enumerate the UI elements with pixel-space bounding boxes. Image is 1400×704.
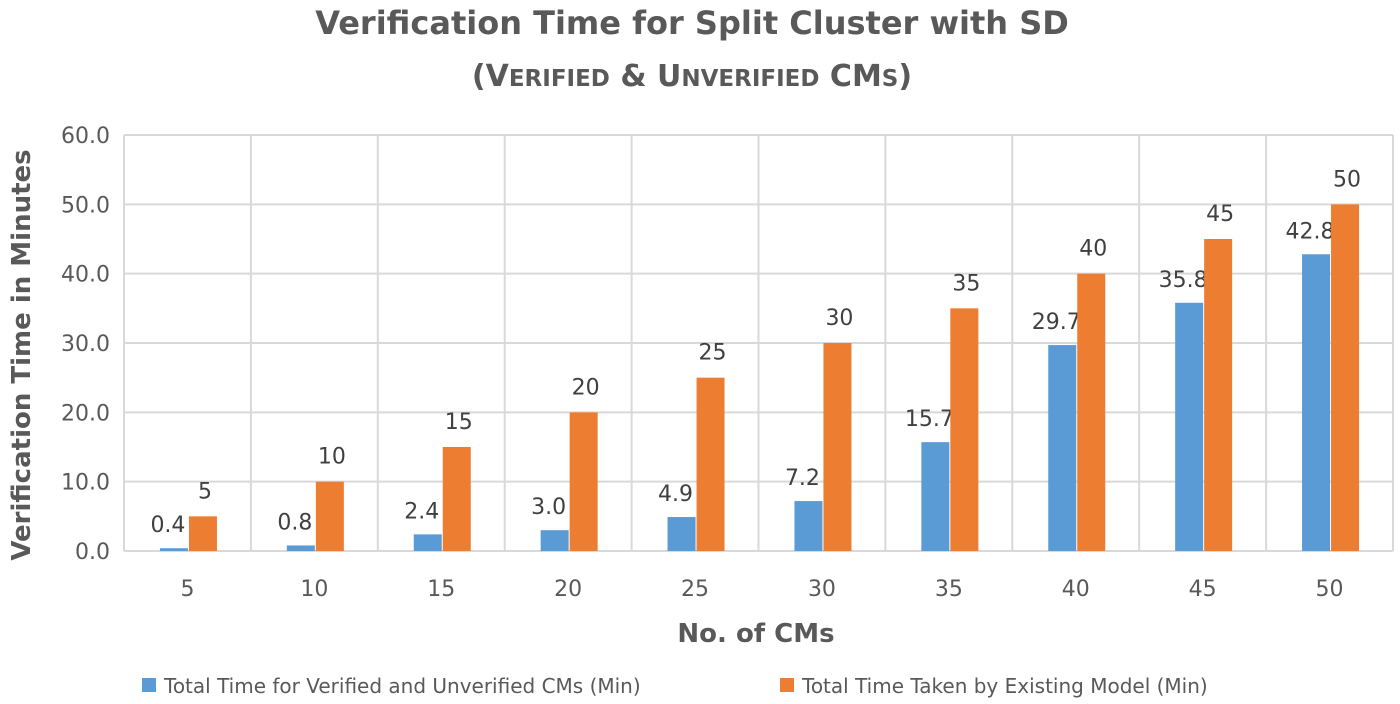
y-tick-label: 40.0 <box>61 263 110 288</box>
data-label-series1: 0.8 <box>277 510 312 535</box>
bar-series2-10 <box>315 481 344 551</box>
data-label-series2: 45 <box>1206 202 1234 227</box>
chart-subtitle: (VERIFIED & UNVERIFIED CMS) <box>472 59 912 94</box>
y-tick-label: 30.0 <box>61 332 110 357</box>
data-label-series2: 50 <box>1333 167 1361 192</box>
bar-series2-35 <box>950 308 979 551</box>
data-label-series1: 0.4 <box>150 513 185 538</box>
x-tick-label: 20 <box>554 577 582 602</box>
data-label-series2: 25 <box>699 341 727 366</box>
bar-series2-5 <box>188 516 217 551</box>
bar-series1-50 <box>1302 254 1331 551</box>
x-tick-label: 5 <box>180 577 194 602</box>
legend: Total Time for Verified and Unverified C… <box>142 674 1208 698</box>
chart-title: Verification Time for Split Cluster with… <box>315 4 1069 42</box>
data-label-series2: 5 <box>198 479 212 504</box>
legend-swatch-series1 <box>142 678 156 692</box>
data-label-series2: 20 <box>572 375 600 400</box>
y-tick-label: 10.0 <box>61 471 110 496</box>
legend-label-series1: Total Time for Verified and Unverified C… <box>163 674 641 698</box>
bar-series2-15 <box>442 447 471 551</box>
data-label-series2: 30 <box>825 306 853 331</box>
y-axis-title: Verification Time in Minutes <box>7 149 37 560</box>
legend-swatch-series2 <box>780 678 794 692</box>
bar-series1-25 <box>667 517 696 551</box>
chart-title-group: Verification Time for Split Cluster with… <box>315 4 1069 94</box>
bar-series2-25 <box>696 377 725 551</box>
bar-series1-45 <box>1175 302 1204 551</box>
x-tick-label: 40 <box>1062 577 1090 602</box>
y-tick-label: 0.0 <box>75 540 110 565</box>
x-tick-label: 50 <box>1316 577 1344 602</box>
data-label-series2: 35 <box>952 271 980 296</box>
x-tick-label: 30 <box>808 577 836 602</box>
data-label-series1: 35.8 <box>1159 268 1208 293</box>
data-label-series1: 7.2 <box>785 466 820 491</box>
x-tick-label: 45 <box>1189 577 1217 602</box>
data-label-series2: 40 <box>1079 237 1107 262</box>
data-label-series2: 15 <box>445 410 473 435</box>
x-tick-label: 35 <box>935 577 963 602</box>
bar-series2-40 <box>1077 273 1106 551</box>
y-tick-label: 20.0 <box>61 401 110 426</box>
y-tick-label: 50.0 <box>61 193 110 218</box>
y-tick-label: 60.0 <box>61 124 110 149</box>
data-label-series1: 4.9 <box>658 482 693 507</box>
x-axis-title: No. of CMs <box>677 619 834 649</box>
bar-series1-30 <box>794 501 823 551</box>
data-label-series1: 3.0 <box>531 495 566 520</box>
data-label-series1: 15.7 <box>905 407 954 432</box>
x-tick-label: 25 <box>681 577 709 602</box>
bar-series1-40 <box>1048 345 1077 551</box>
x-tick-label: 10 <box>300 577 328 602</box>
bar-series1-20 <box>540 530 569 551</box>
bar-series1-10 <box>286 545 315 551</box>
bar-series2-45 <box>1204 239 1233 551</box>
bar-series2-50 <box>1331 204 1360 552</box>
bar-series2-20 <box>569 412 598 551</box>
data-label-series1: 29.7 <box>1032 310 1081 335</box>
data-label-series1: 42.8 <box>1286 219 1335 244</box>
bar-series1-15 <box>413 534 442 551</box>
x-tick-label: 15 <box>427 577 455 602</box>
data-label-series1: 2.4 <box>404 499 439 524</box>
bar-series1-5 <box>159 548 188 551</box>
plot-area: 0.0 10.0 20.0 30.0 40.0 50.0 60.0 0.4 5 5 0.8 10 10 2… <box>61 124 1394 602</box>
bar-series2-30 <box>823 343 852 551</box>
data-label-series2: 10 <box>318 445 346 470</box>
legend-label-series2: Total Time Taken by Existing Model (Min) <box>801 674 1208 698</box>
bar-series1-35 <box>921 442 950 551</box>
